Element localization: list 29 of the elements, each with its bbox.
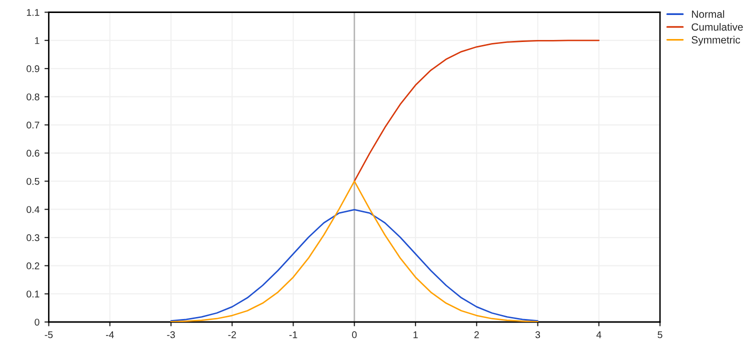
legend-label: Normal (692, 10, 724, 18)
y-tick-label: 0.8 (26, 93, 40, 100)
y-tick-label: 0.2 (26, 262, 40, 270)
y-tick-label: 0.3 (26, 234, 40, 242)
x-tick-label: 0 (352, 331, 357, 338)
x-tick-label: 2 (474, 331, 479, 338)
y-tick-label: 1.1 (26, 9, 40, 16)
x-tick-label: -2 (228, 331, 236, 338)
legend-label: Symmetric (692, 36, 740, 46)
x-tick-label: -5 (44, 331, 53, 338)
x-tick-label: -4 (106, 331, 114, 338)
y-tick-label: 0.9 (26, 65, 40, 72)
y-tick-label: 0.7 (26, 122, 40, 129)
y-tick-label: 0.1 (26, 290, 40, 298)
y-tick-label: 0.6 (26, 150, 40, 157)
x-tick-label: 1 (414, 331, 418, 338)
x-tick-label: 4 (596, 331, 602, 338)
y-tick-label: 0.5 (26, 178, 40, 185)
y-tick-label: 0 (34, 318, 40, 326)
x-tick-label: -1 (289, 331, 298, 338)
x-tick-label: -3 (167, 331, 175, 338)
legend-label: Cumulative (692, 23, 743, 31)
line-series (170, 180, 538, 322)
line-series (170, 208, 538, 322)
x-tick-label: 5 (658, 331, 662, 338)
y-tick-label: 0.4 (26, 206, 40, 213)
line-series (354, 40, 600, 182)
y-tick-label: 1 (35, 37, 40, 44)
x-tick-label: 3 (535, 331, 540, 338)
